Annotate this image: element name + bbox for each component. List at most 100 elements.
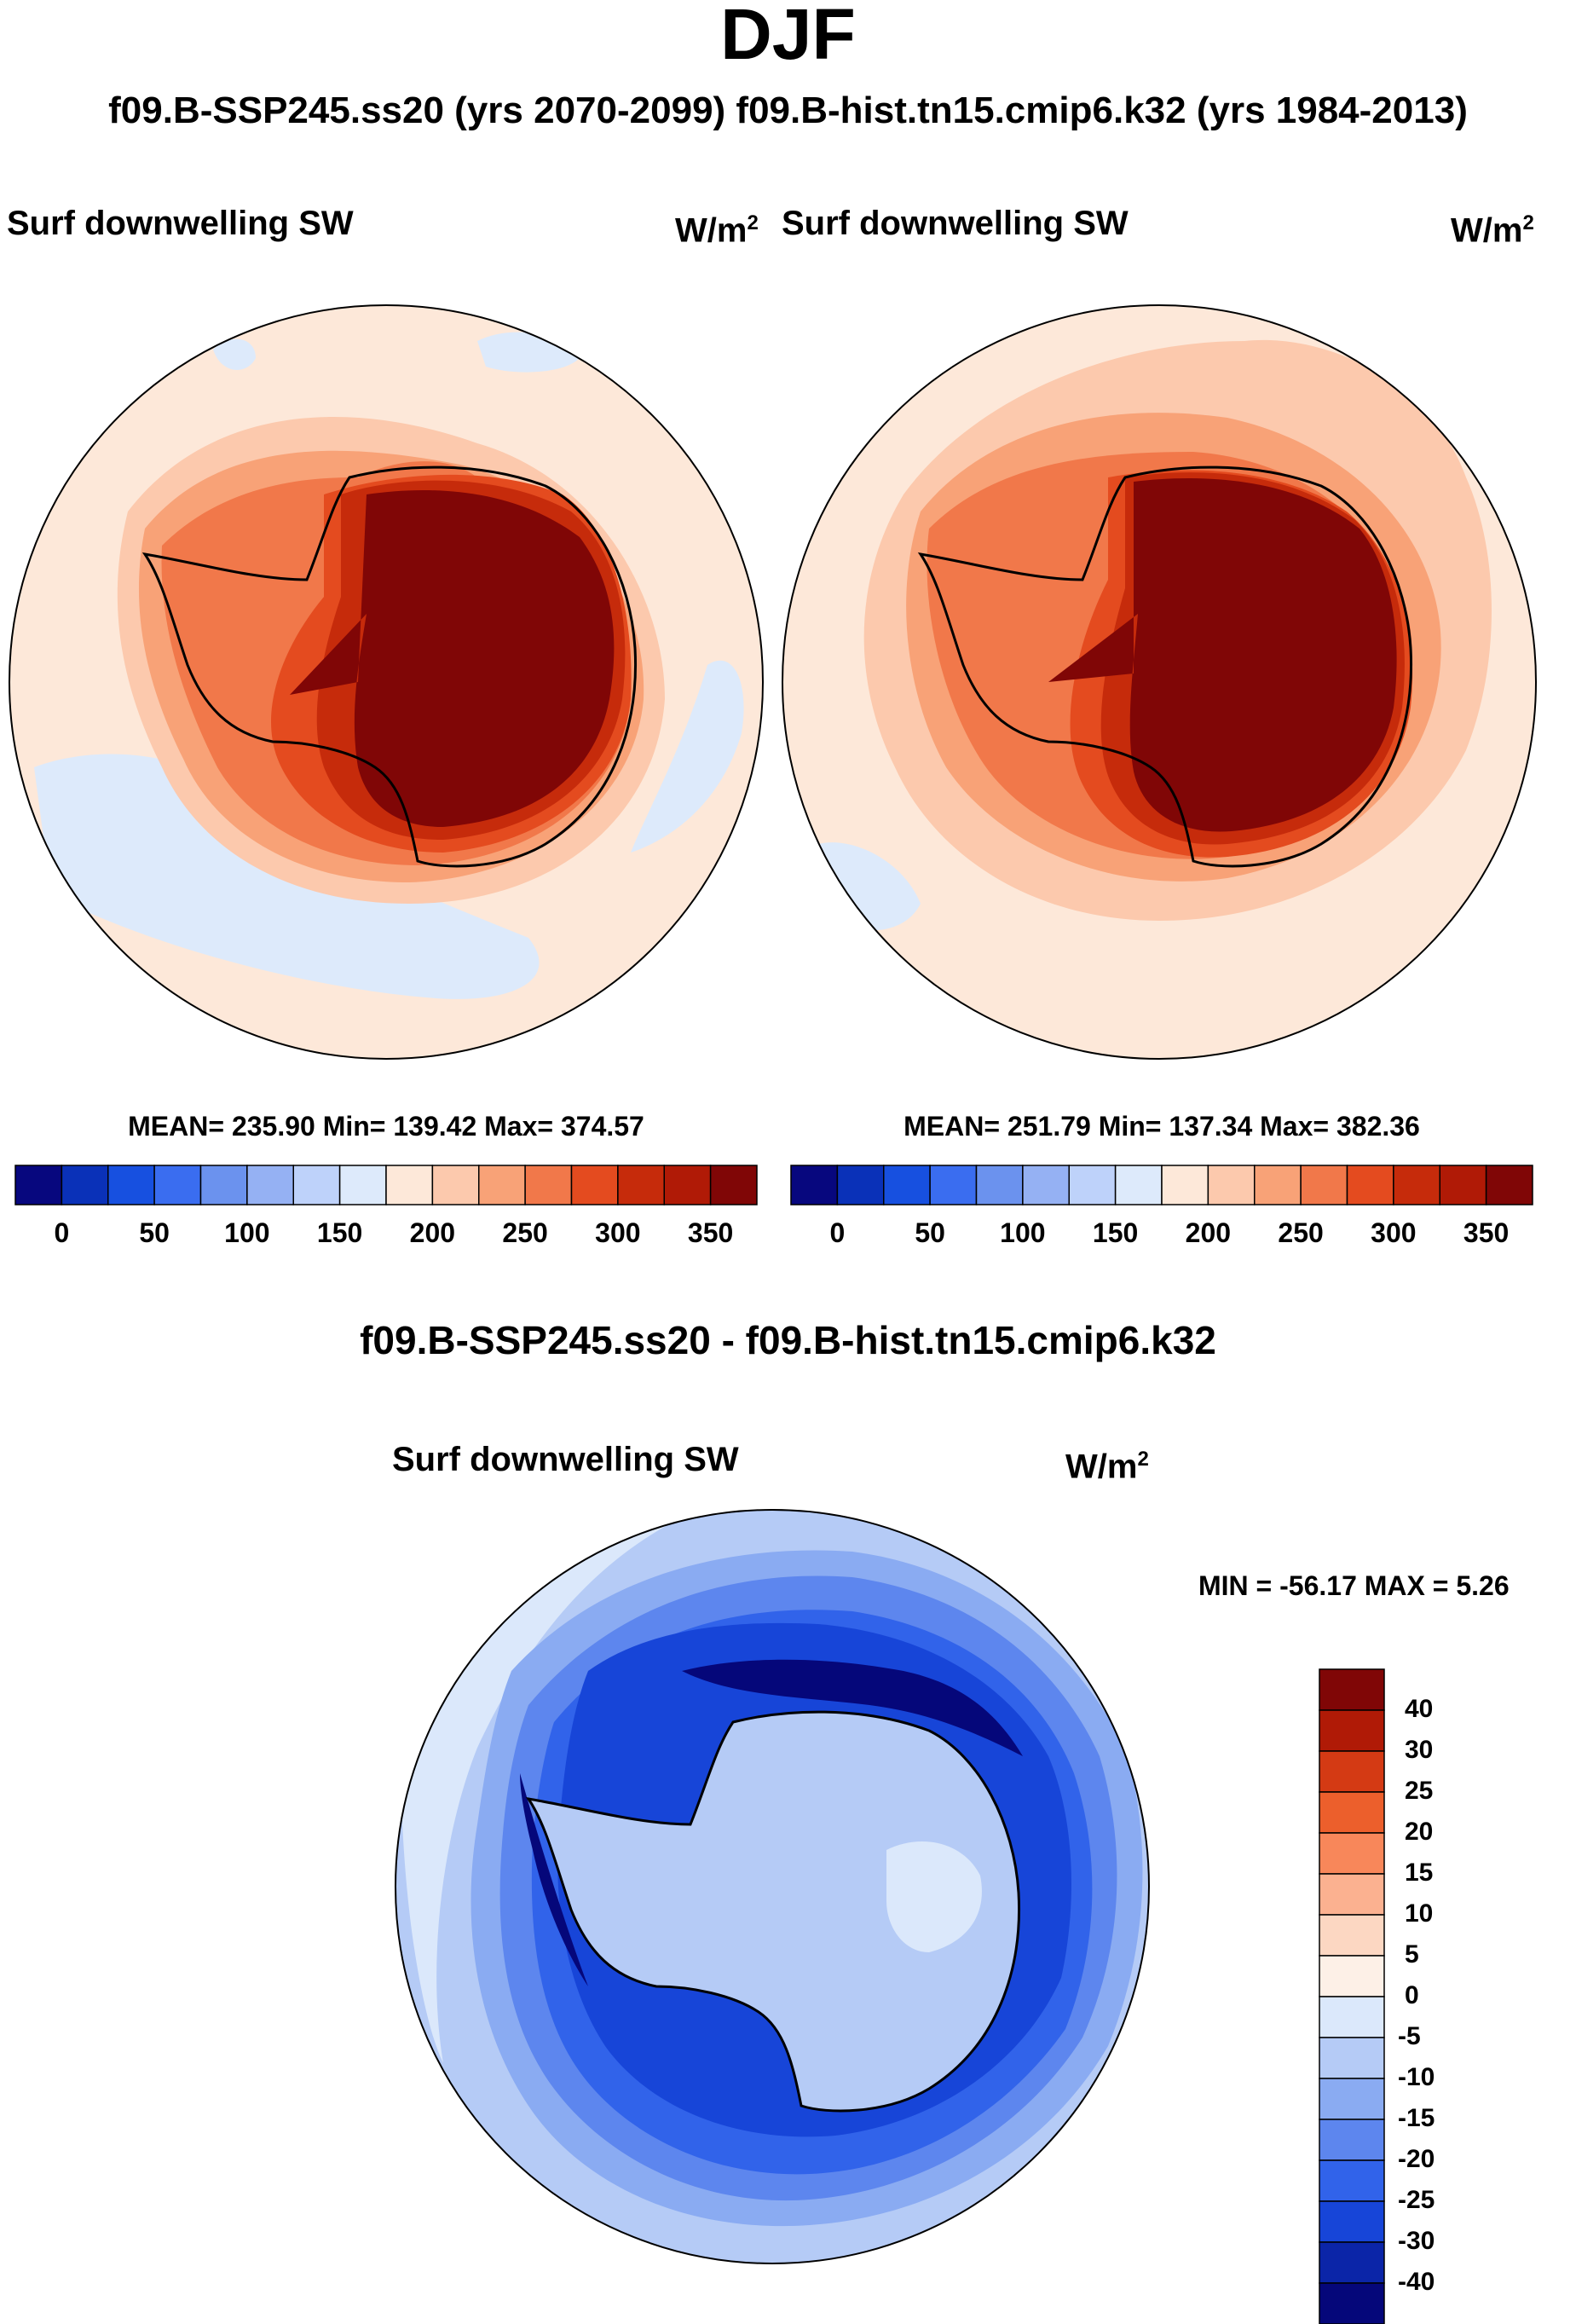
difference-minmax: MIN = -56.17 MAX = 5.26	[1198, 1570, 1510, 1601]
colorbar-swatch	[1161, 1165, 1209, 1205]
colorbar-tick-label: 350	[1463, 1217, 1510, 1248]
panel2-title: Surf downwelling SW	[782, 205, 1129, 242]
colorbar-tick-label: 150	[316, 1217, 363, 1248]
colorbar-swatch	[1319, 2200, 1385, 2243]
colorbar-tick-label: 200	[1185, 1217, 1232, 1248]
colorbar-level-label: 25	[1405, 1777, 1434, 1805]
colorbar-swatch	[1319, 2159, 1385, 2202]
colorbar-swatch	[14, 1165, 63, 1205]
colorbar-swatch	[61, 1165, 109, 1205]
colorbar-level-label: -15	[1398, 2104, 1435, 2132]
p1-map-border	[9, 304, 764, 1060]
colorbar-swatch	[338, 1165, 387, 1205]
colorbar-swatch	[883, 1165, 931, 1205]
colorbar-tick-label: 0	[54, 1217, 70, 1248]
panel2-map	[782, 304, 1537, 1060]
colorbar-swatch	[1319, 1832, 1385, 1875]
colorbar-swatch	[1319, 1873, 1385, 1916]
colorbar-swatch	[1319, 2241, 1385, 2284]
colorbar-swatch	[431, 1165, 480, 1205]
colorbar-swatch	[1254, 1165, 1302, 1205]
p2-coastline	[917, 465, 1413, 868]
colorbar-swatch	[1319, 1668, 1385, 1711]
colorbar-swatch	[975, 1165, 1024, 1205]
colorbar-swatch	[1022, 1165, 1070, 1205]
colorbar-tick-label: 100	[1000, 1217, 1046, 1248]
colorbar-level-label: 0	[1405, 1981, 1419, 2009]
panel2-colorbar	[790, 1165, 1533, 1205]
colorbar-swatch	[1485, 1165, 1533, 1205]
colorbar-level-label: 20	[1405, 1818, 1434, 1846]
colorbar-level-label: -10	[1398, 2063, 1435, 2091]
panel1-colorbar	[14, 1165, 758, 1205]
colorbar-swatch	[524, 1165, 573, 1205]
colorbar-tick-label: 200	[409, 1217, 456, 1248]
d-continent-m5	[886, 1841, 982, 1952]
colorbar-swatch	[1319, 1955, 1385, 1997]
colorbar-level-label: -30	[1398, 2227, 1435, 2255]
p2-map-border	[782, 304, 1537, 1060]
difference-title: Surf downwelling SW	[392, 1441, 739, 1478]
colorbar-swatch	[709, 1165, 758, 1205]
colorbar-tick-label: 150	[1092, 1217, 1139, 1248]
d-map-border	[395, 1509, 1150, 2264]
p1-low-region-east	[631, 660, 744, 853]
p1-low-region-nw	[213, 338, 256, 370]
difference-colorbar-labels: 40 30 25 20 15 10 5 0 -5 -10 -15 -20 -25 -30 -40	[1398, 1669, 1500, 2324]
difference-heading: f09.B-SSP245.ss20 - f09.B-hist.tn15.cmip…	[360, 1318, 1216, 1362]
colorbar-tick-label: 350	[687, 1217, 734, 1248]
colorbar-swatch	[1068, 1165, 1117, 1205]
runs-subtitle: f09.B-SSP245.ss20 (yrs 2070-2099) f09.B-…	[108, 90, 1468, 131]
colorbar-tick-label: 50	[139, 1217, 170, 1248]
panel1-stats: MEAN= 235.90 Min= 139.42 Max= 374.57	[128, 1111, 644, 1142]
panel2-stats: MEAN= 251.79 Min= 137.34 Max= 382.36	[903, 1111, 1420, 1142]
colorbar-swatch	[199, 1165, 248, 1205]
panel1-units: W/m2	[675, 211, 759, 250]
colorbar-tick-label: 0	[829, 1217, 846, 1248]
colorbar-tick-label: 250	[502, 1217, 548, 1248]
colorbar-tick-label: 100	[224, 1217, 270, 1248]
colorbar-level-label: -40	[1398, 2268, 1435, 2296]
difference-units: W/m2	[1065, 1448, 1149, 1486]
panel2-units: W/m2	[1451, 211, 1534, 250]
colorbar-swatch	[292, 1165, 341, 1205]
panel1-map	[9, 304, 764, 1060]
colorbar-swatch	[1439, 1165, 1487, 1205]
colorbar-swatch	[1319, 2037, 1385, 2079]
colorbar-swatch	[1319, 2282, 1385, 2324]
colorbar-level-label: 10	[1405, 1899, 1434, 1928]
colorbar-level-label: 5	[1405, 1940, 1419, 1968]
colorbar-level-label: -25	[1398, 2186, 1435, 2214]
colorbar-swatch	[1319, 1914, 1385, 1957]
season-title: DJF	[720, 0, 856, 74]
colorbar-swatch	[1319, 1709, 1385, 1752]
p2-band-350	[1048, 477, 1397, 832]
difference-colorbar	[1319, 1668, 1385, 2324]
colorbar-swatch	[929, 1165, 978, 1205]
d-band-m40-north	[682, 1659, 1023, 1756]
colorbar-level-label: -20	[1398, 2145, 1435, 2173]
colorbar-swatch	[1207, 1165, 1256, 1205]
p1-coastline	[141, 465, 638, 868]
colorbar-swatch	[1319, 2078, 1385, 2120]
colorbar-swatch	[246, 1165, 294, 1205]
colorbar-swatch	[153, 1165, 202, 1205]
colorbar-level-label: -5	[1398, 2022, 1421, 2050]
colorbar-swatch	[617, 1165, 665, 1205]
colorbar-swatch	[1319, 1750, 1385, 1793]
panel2-colorbar-ticks: 0 50 100 150 200 250 300 350	[791, 1217, 1533, 1252]
colorbar-swatch	[1319, 1996, 1385, 2038]
panel1-title: Surf downwelling SW	[7, 205, 354, 242]
colorbar-level-label: 40	[1405, 1695, 1434, 1723]
d-coastline	[525, 1710, 1021, 2113]
panel1-colorbar-ticks: 0 50 100 150 200 250 300 350	[15, 1217, 757, 1252]
p1-band-350	[290, 490, 615, 827]
colorbar-swatch	[1393, 1165, 1440, 1205]
colorbar-swatch	[1319, 1791, 1385, 1834]
d-continent-m10	[528, 1712, 1019, 2111]
colorbar-swatch	[1319, 2119, 1385, 2161]
colorbar-tick-label: 300	[1371, 1217, 1417, 1248]
colorbar-tick-label: 50	[915, 1217, 945, 1248]
colorbar-tick-label: 250	[1278, 1217, 1324, 1248]
